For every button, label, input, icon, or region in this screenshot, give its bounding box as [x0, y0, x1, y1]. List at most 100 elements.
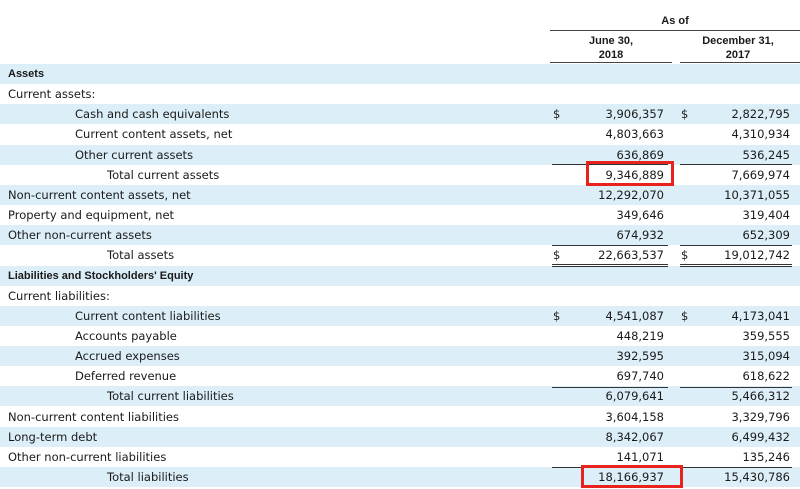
table-row: Total current liabilities 6,079,641 5,466,…	[0, 386, 800, 407]
table-row: Deferred revenue 697,740 618,622	[0, 366, 800, 386]
value-dec-2017: 5,466,312	[731, 389, 790, 404]
value-dec-2017: 135,246	[742, 449, 790, 464]
value-dec-2017: 15,430,786	[724, 470, 790, 484]
value-dec-2017: 10,371,055	[724, 187, 790, 202]
row-label: Accrued expenses	[75, 349, 180, 364]
highlight-box-total-current-assets	[586, 161, 674, 186]
subtotal-rule	[552, 245, 668, 246]
value-june-2018: 141,071	[616, 449, 664, 464]
value-dec-2017: 4,173,041	[731, 308, 790, 323]
row-label: Long-term debt	[8, 429, 98, 444]
table-row: Other non-current liabilities 141,071 135,…	[0, 447, 800, 467]
table-row: Long-term debt 8,342,067 6,499,432	[0, 426, 800, 447]
row-label: Current liabilities:	[8, 288, 110, 303]
value-dec-2017: 315,094	[742, 349, 790, 364]
row-label: Non-current content assets, net	[8, 187, 191, 202]
currency-symbol: $	[681, 248, 689, 263]
value-dec-2017: 19,012,742	[724, 248, 790, 263]
row-label: Current assets:	[8, 87, 96, 102]
row-label: Total current assets	[107, 167, 220, 182]
section-heading: Assets	[8, 68, 45, 80]
row-label: Total current liabilities	[107, 389, 234, 404]
value-dec-2017: 6,499,432	[731, 429, 790, 444]
value-dec-2017: 4,310,934	[731, 127, 790, 142]
table-row: Current content assets, net 4,803,663 4,31…	[0, 124, 800, 144]
table-row: Current liabilities:	[0, 286, 800, 306]
value-june-2018: 636,869	[616, 147, 664, 162]
row-label: Total liabilities	[107, 470, 189, 484]
as-of-rule	[550, 30, 800, 31]
table-row: Liabilities and Stockholders' Equity	[0, 265, 800, 286]
subtotal-rule	[552, 387, 668, 388]
row-label: Property and equipment, net	[8, 208, 175, 222]
value-june-2018: 674,932	[616, 228, 664, 243]
subtotal-rule	[680, 467, 792, 468]
value-dec-2017: 536,245	[742, 147, 790, 162]
table-row: Assets	[0, 64, 800, 84]
value-june-2018: 9,346,889	[605, 167, 664, 182]
value-june-2018: 6,079,641	[605, 389, 664, 404]
value-june-2018: 8,342,067	[605, 429, 664, 444]
column-rule	[550, 62, 672, 63]
value-june-2018: 12,292,070	[598, 187, 664, 202]
column-header-line: 2017	[725, 49, 751, 61]
subtotal-rule	[680, 164, 792, 165]
value-june-2018: 697,740	[616, 369, 664, 384]
section-heading: Liabilities and Stockholders' Equity	[8, 269, 194, 282]
currency-symbol: $	[681, 308, 689, 323]
value-june-2018: 22,663,537	[598, 248, 664, 263]
table-row: Other current assets 636,869 536,245	[0, 144, 800, 165]
value-june-2018: 3,906,357	[605, 107, 664, 122]
row-label: Other current assets	[75, 147, 194, 162]
value-dec-2017: 652,309	[742, 228, 790, 243]
subtotal-rule	[680, 387, 792, 388]
value-dec-2017: 2,822,795	[731, 107, 790, 122]
table-row: Accounts payable 448,219 359,555	[0, 326, 800, 346]
value-june-2018: 349,646	[616, 208, 664, 222]
currency-symbol: $	[553, 248, 561, 263]
column-header-june-2018: June 30, 2018	[548, 34, 674, 62]
row-label: Deferred revenue	[75, 369, 177, 384]
as-of-header: As of	[661, 15, 689, 27]
table-row: Cash and cash equivalents $3,906,357 $2,82…	[0, 104, 800, 125]
currency-symbol: $	[553, 308, 561, 323]
row-label: Accounts payable	[75, 328, 177, 343]
row-label: Other non-current liabilities	[8, 449, 167, 464]
table-row: Non-current content liabilities 3,604,158…	[0, 407, 800, 427]
table-row: Current assets:	[0, 84, 800, 104]
value-june-2018: 448,219	[616, 328, 664, 343]
row-label: Cash and cash equivalents	[75, 107, 230, 122]
value-june-2018: 392,595	[616, 349, 664, 364]
currency-symbol: $	[553, 107, 561, 122]
column-rule	[680, 62, 800, 63]
table-row: Total current assets 9,346,889 7,669,974	[0, 165, 800, 185]
column-header-line: December 31,	[702, 35, 774, 47]
value-june-2018: 18,166,937	[598, 470, 664, 484]
value-dec-2017: 319,404	[742, 208, 790, 222]
value-dec-2017: 359,555	[742, 328, 790, 343]
subtotal-rule	[680, 245, 792, 246]
table-row: Non-current content assets, net 12,292,07…	[0, 184, 800, 205]
table-row: Total assets $22,663,537 $19,012,742	[0, 245, 800, 265]
table-row: Property and equipment, net 349,646 319,40…	[0, 205, 800, 225]
value-june-2018: 4,803,663	[605, 127, 664, 142]
table-row: Current content liabilities $4,541,087 $4,…	[0, 305, 800, 326]
row-label: Current content liabilities	[75, 308, 221, 323]
value-june-2018: 4,541,087	[605, 308, 664, 323]
table-row: Accrued expenses 392,595 315,094	[0, 346, 800, 367]
total-double-rule	[680, 264, 792, 267]
currency-symbol: $	[681, 107, 689, 122]
value-dec-2017: 3,329,796	[731, 409, 790, 424]
column-header-line: 2018	[598, 49, 624, 61]
column-header-dec-2017: December 31, 2017	[676, 34, 800, 62]
total-double-rule	[552, 264, 668, 267]
value-june-2018: 3,604,158	[605, 409, 664, 424]
table-row: Other non-current assets 674,932 652,309	[0, 225, 800, 246]
value-dec-2017: 7,669,974	[731, 167, 790, 182]
table-row: Total liabilities 18,166,937 15,430,786	[0, 467, 800, 487]
row-label: Other non-current assets	[8, 228, 152, 243]
row-label: Non-current content liabilities	[8, 409, 179, 424]
subtotal-rule	[552, 164, 668, 165]
row-label: Current content assets, net	[75, 127, 233, 142]
value-dec-2017: 618,622	[742, 369, 790, 384]
